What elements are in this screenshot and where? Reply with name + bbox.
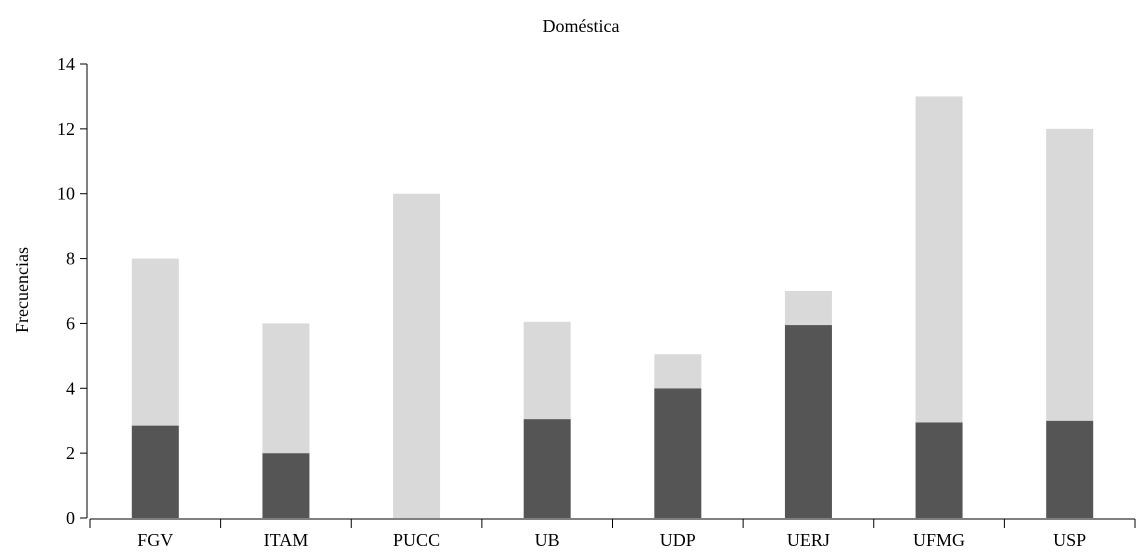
bar-fgv-series-1	[132, 426, 179, 518]
bar-usp-series-2	[1046, 129, 1093, 421]
x-tick-label-ub: UB	[535, 530, 560, 550]
y-axis: 0 2 4 6 8 10 12 14	[57, 54, 87, 528]
bar-ufmg-series-1	[916, 422, 963, 518]
y-tick-label: 14	[57, 54, 75, 74]
bars-group	[132, 96, 1093, 518]
bar-uerj-series-1	[785, 325, 832, 518]
bar-fgv-series-2	[132, 259, 179, 426]
bar-udp-series-2	[654, 354, 701, 388]
y-tick-label: 10	[57, 184, 75, 204]
bar-itam-series-2	[262, 323, 309, 453]
x-tick-label-ufmg: UFMG	[913, 530, 965, 550]
y-axis-label: Frecuencias	[12, 247, 32, 333]
y-tick-label: 2	[66, 443, 75, 463]
x-tick-label-fgv: FGV	[137, 530, 173, 550]
bar-udp-series-1	[654, 388, 701, 518]
x-tick-label-itam: ITAM	[264, 530, 309, 550]
bar-uerj-series-2	[785, 291, 832, 325]
bar-ufmg-series-2	[916, 96, 963, 422]
y-tick-label: 4	[66, 378, 75, 398]
x-tick-label-pucc: PUCC	[393, 530, 440, 550]
x-tick-label-udp: UDP	[660, 530, 696, 550]
chart-title: Doméstica	[543, 16, 620, 36]
x-axis: FGV ITAM PUCC UB UDP UERJ UFMG USP	[90, 519, 1135, 550]
y-tick-label: 8	[66, 249, 75, 269]
bar-ub-series-1	[524, 419, 571, 518]
bar-usp-series-1	[1046, 421, 1093, 518]
x-tick-label-uerj: UERJ	[787, 530, 830, 550]
y-tick-label: 0	[66, 508, 75, 528]
bar-pucc-series-2	[393, 194, 440, 518]
y-tick-label: 12	[57, 119, 75, 139]
y-tick-label: 6	[66, 313, 75, 333]
x-tick-label-usp: USP	[1053, 530, 1086, 550]
bar-itam-series-1	[262, 453, 309, 518]
bar-ub-series-2	[524, 322, 571, 419]
